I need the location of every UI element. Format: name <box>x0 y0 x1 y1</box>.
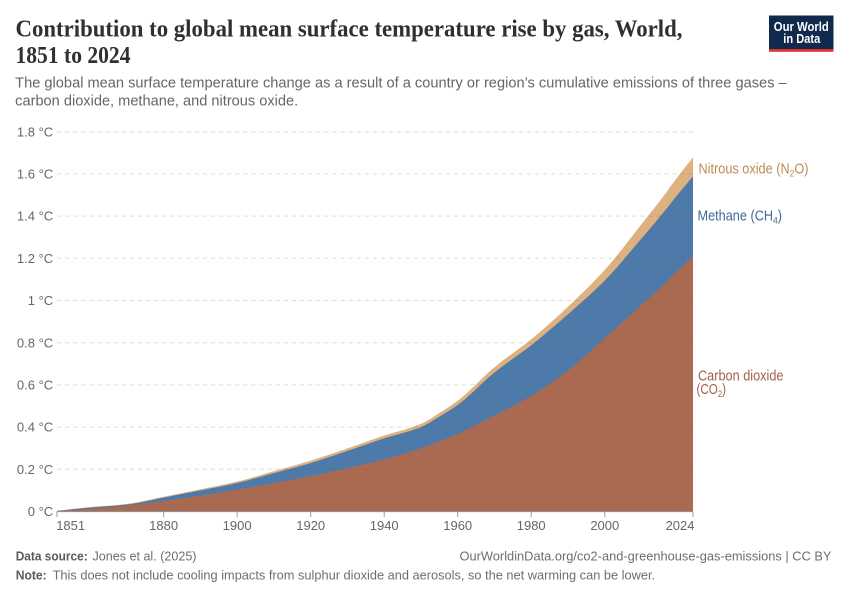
svg-text:1940: 1940 <box>370 518 399 533</box>
svg-text:carbon dioxide, methane, and n: carbon dioxide, methane, and nitrous oxi… <box>15 94 298 110</box>
svg-text:1880: 1880 <box>149 518 178 533</box>
svg-text:1920: 1920 <box>296 518 325 533</box>
svg-text:Jones et al. (2025): Jones et al. (2025) <box>93 549 197 563</box>
svg-text:Note:: Note: <box>16 569 47 583</box>
svg-text:Our World: Our World <box>774 19 829 34</box>
svg-text:2000: 2000 <box>590 518 619 533</box>
svg-text:Data source:: Data source: <box>16 549 88 563</box>
svg-text:1900: 1900 <box>223 518 252 533</box>
svg-text:Methane (CH4): Methane (CH4) <box>698 209 783 227</box>
svg-text:1.4 °C: 1.4 °C <box>17 209 53 224</box>
svg-text:0.6 °C: 0.6 °C <box>17 378 53 393</box>
svg-text:1851 to 2024: 1851 to 2024 <box>16 42 131 69</box>
svg-text:1 °C: 1 °C <box>28 293 53 308</box>
svg-text:1851: 1851 <box>56 518 85 533</box>
svg-text:0 °C: 0 °C <box>28 504 53 519</box>
svg-text:(CO2): (CO2) <box>697 382 727 400</box>
svg-text:1.6 °C: 1.6 °C <box>17 167 53 182</box>
svg-text:Nitrous oxide (N2O): Nitrous oxide (N2O) <box>699 162 809 180</box>
svg-text:This does not include cooling: This does not include cooling impacts fr… <box>53 569 656 583</box>
svg-text:1.2 °C: 1.2 °C <box>17 251 53 266</box>
svg-text:2024: 2024 <box>666 518 695 533</box>
svg-text:OurWorldinData.org/co2-and-gre: OurWorldinData.org/co2-and-greenhouse-ga… <box>460 549 833 563</box>
svg-text:Contribution to global mean su: Contribution to global mean surface temp… <box>16 16 683 43</box>
svg-text:0.8 °C: 0.8 °C <box>17 335 53 350</box>
svg-text:0.4 °C: 0.4 °C <box>17 420 53 435</box>
svg-text:in Data: in Data <box>783 31 821 46</box>
svg-text:0.2 °C: 0.2 °C <box>17 462 53 477</box>
svg-text:1960: 1960 <box>443 518 472 533</box>
svg-text:1.8 °C: 1.8 °C <box>17 124 53 139</box>
svg-text:1980: 1980 <box>517 518 546 533</box>
svg-text:Carbon dioxide: Carbon dioxide <box>698 369 784 385</box>
svg-text:The global mean surface temper: The global mean surface temperature chan… <box>15 75 787 91</box>
